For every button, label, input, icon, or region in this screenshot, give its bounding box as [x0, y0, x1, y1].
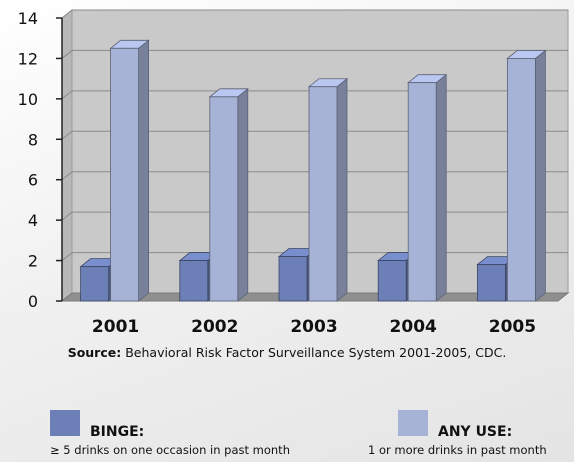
legend-swatch-binge: [50, 410, 80, 436]
gridline: [61, 171, 568, 181]
bar-any-use-2004-side: [435, 73, 447, 302]
gridline: [61, 90, 568, 100]
bar-binge-2003: [278, 256, 308, 302]
gridline: [61, 211, 568, 221]
bar-any-use-2004: [407, 82, 437, 302]
legend-title-binge: BINGE:: [90, 424, 145, 440]
bar-binge-2002: [179, 260, 209, 302]
source-text: Behavioral Risk Factor Surveillance Syst…: [125, 345, 507, 360]
gridline: [61, 9, 568, 19]
legend-desc-any-use: 1 or more drinks in past month: [368, 443, 547, 457]
y-tick-label: 0: [28, 292, 38, 311]
y-tick-label: 8: [28, 130, 38, 149]
x-tick-label: 2005: [489, 317, 536, 337]
legend-title-any-use: ANY USE:: [438, 424, 513, 440]
y-tick-label: 2: [28, 252, 38, 271]
bar-any-use-2005: [506, 58, 536, 302]
y-tick-label: 14: [18, 9, 38, 28]
y-tick-label: 10: [18, 90, 38, 109]
y-tick-label: 4: [28, 211, 38, 230]
plot-side-wall: [61, 8, 73, 303]
bar-binge-2001: [80, 266, 109, 302]
bar-binge-2004: [377, 260, 407, 302]
bar-any-use-2002: [209, 96, 239, 302]
source-label: Source:: [67, 345, 122, 360]
bar-any-use-2003-side: [336, 77, 348, 302]
y-tick-label: 6: [28, 171, 38, 190]
gridline: [61, 49, 568, 59]
bar-any-use-2005-side: [535, 49, 546, 302]
gridline: [61, 130, 568, 140]
bar-any-use-2003: [308, 86, 338, 302]
bar-any-use-2001: [110, 47, 139, 302]
bar-any-use-2002-side: [237, 88, 249, 302]
legend-swatch-any-use: [398, 410, 428, 436]
x-tick-label: 2001: [92, 317, 139, 337]
x-tick-label: 2002: [191, 317, 238, 337]
source-note: Source: Behavioral Risk Factor Surveilla…: [0, 345, 574, 360]
bar-chart: 0 2 4 6 8 10 12 14 2001 2002 2003 2004 2005: [18, 8, 570, 337]
x-tick-label: 2003: [290, 317, 337, 337]
legend-desc-binge: ≥ 5 drinks on one occasion in past month: [50, 443, 290, 457]
y-tick-label: 12: [18, 49, 38, 68]
x-tick-label: 2004: [390, 317, 437, 337]
bar-binge-2005: [476, 264, 506, 302]
bar-any-use-2001-side: [138, 39, 150, 302]
